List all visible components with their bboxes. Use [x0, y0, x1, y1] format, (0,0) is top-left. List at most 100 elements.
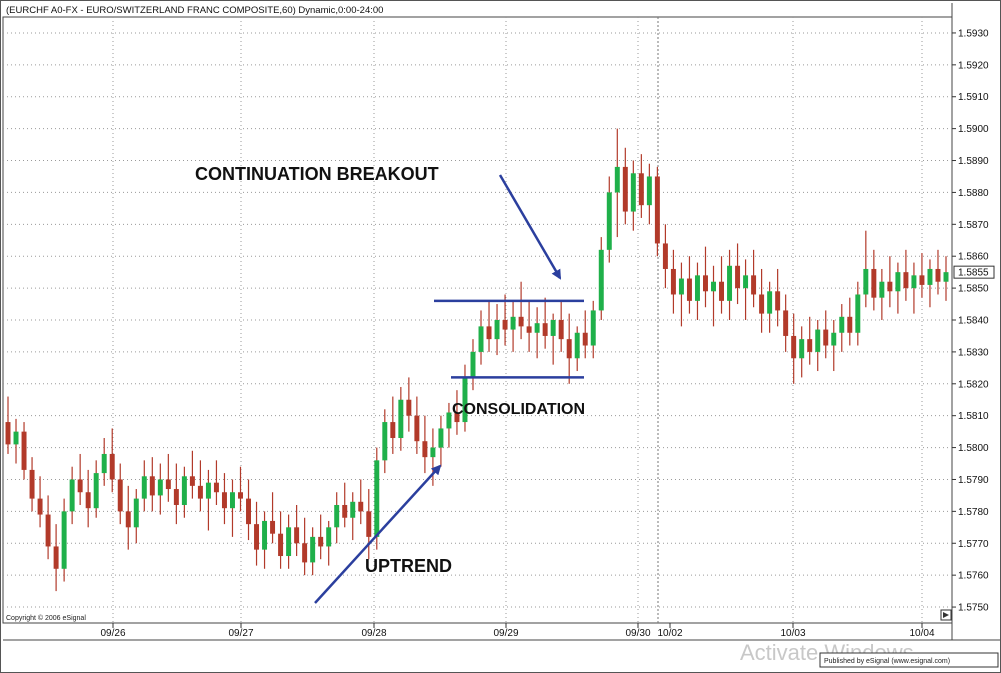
candle	[486, 300, 492, 352]
candle	[358, 479, 364, 525]
candle	[839, 304, 845, 352]
candle-body	[470, 351, 476, 378]
candle-body	[165, 479, 171, 490]
candle	[125, 485, 131, 550]
candles	[5, 128, 949, 592]
candle-body	[847, 316, 853, 333]
candle-body	[871, 268, 877, 298]
candle-body	[29, 469, 35, 499]
candle	[189, 450, 195, 499]
candle-body	[213, 482, 219, 493]
candle-body	[254, 524, 260, 550]
candle	[478, 310, 484, 365]
candle-body	[133, 498, 139, 528]
candle	[406, 377, 412, 432]
candle-body	[173, 489, 179, 505]
candle	[229, 479, 235, 537]
candle-body	[719, 281, 725, 301]
candle	[286, 514, 292, 569]
candle-body	[189, 476, 195, 486]
scroll-right-icon[interactable]	[940, 609, 952, 621]
candle	[887, 256, 893, 308]
candle-body	[302, 543, 308, 563]
candle	[783, 294, 789, 352]
candle	[213, 460, 219, 505]
candle-body	[358, 501, 364, 512]
candle-body	[919, 275, 925, 285]
candle-body	[927, 268, 933, 285]
candle	[871, 249, 877, 311]
candle-body	[278, 533, 284, 557]
candle-body	[318, 536, 324, 547]
candle	[302, 517, 308, 576]
candle	[775, 268, 781, 327]
candle	[430, 428, 436, 486]
candle-body	[93, 473, 99, 509]
candle-body	[69, 479, 75, 512]
x-tick-label: 09/29	[493, 628, 518, 639]
candle	[735, 243, 741, 305]
candle	[205, 469, 211, 531]
candle-body	[550, 320, 556, 336]
candle	[342, 482, 348, 528]
candle	[638, 154, 644, 218]
candle	[197, 460, 203, 512]
candle	[221, 473, 227, 525]
y-tick-label: 1.5770	[958, 539, 989, 550]
y-tick-label: 1.5790	[958, 475, 989, 486]
candle	[462, 364, 468, 432]
candle	[246, 479, 251, 541]
y-tick-label: 1.5930	[958, 28, 989, 39]
candle	[686, 256, 692, 314]
breakout-arrow	[498, 174, 562, 280]
candle-body	[783, 310, 789, 336]
candle-body	[422, 441, 428, 458]
candle-body	[229, 492, 235, 509]
candle	[646, 163, 652, 225]
candle-body	[903, 272, 909, 289]
candle	[622, 147, 628, 225]
candle	[510, 300, 516, 352]
candle	[879, 268, 885, 320]
candle	[823, 310, 829, 359]
consolidation-label: CONSOLIDATION	[452, 401, 585, 418]
candle-body	[646, 176, 652, 206]
candle	[366, 489, 372, 560]
candle	[606, 176, 612, 263]
candle	[165, 453, 171, 502]
y-tick-label: 1.5900	[958, 124, 989, 135]
candle	[791, 313, 797, 384]
candle	[815, 320, 821, 372]
x-tick-label: 10/04	[909, 628, 934, 639]
candle-body	[414, 415, 420, 442]
candle	[542, 297, 548, 349]
candle	[326, 520, 332, 566]
candle	[759, 268, 765, 333]
candle-body	[622, 166, 628, 212]
candle	[943, 256, 949, 301]
current-price-label: 1.5855	[958, 268, 989, 279]
candle-body	[366, 511, 372, 537]
candle-body	[767, 291, 773, 314]
candle-body	[775, 291, 781, 311]
candle	[374, 447, 380, 550]
uptrend-label: UPTREND	[365, 556, 452, 576]
y-tick-label: 1.5810	[958, 411, 989, 422]
candle-body	[831, 332, 837, 346]
x-tick-label: 09/30	[625, 628, 650, 639]
continuation-breakout-label: CONTINUATION BREAKOUT	[195, 164, 439, 184]
y-tick-label: 1.5870	[958, 220, 989, 231]
candle-body	[270, 520, 276, 534]
candle	[149, 457, 155, 512]
candle-body	[262, 520, 268, 550]
candle-body	[294, 527, 300, 544]
candle-body	[558, 320, 564, 340]
candle-body	[703, 275, 708, 292]
candle	[727, 249, 733, 320]
candle	[422, 415, 428, 474]
candle	[310, 527, 316, 576]
candle-body	[879, 281, 885, 298]
x-tick-label: 10/03	[780, 628, 805, 639]
candle-body	[638, 173, 644, 206]
chart-title: (EURCHF A0-FX - EURO/SWITZERLAND FRANC C…	[6, 5, 383, 16]
